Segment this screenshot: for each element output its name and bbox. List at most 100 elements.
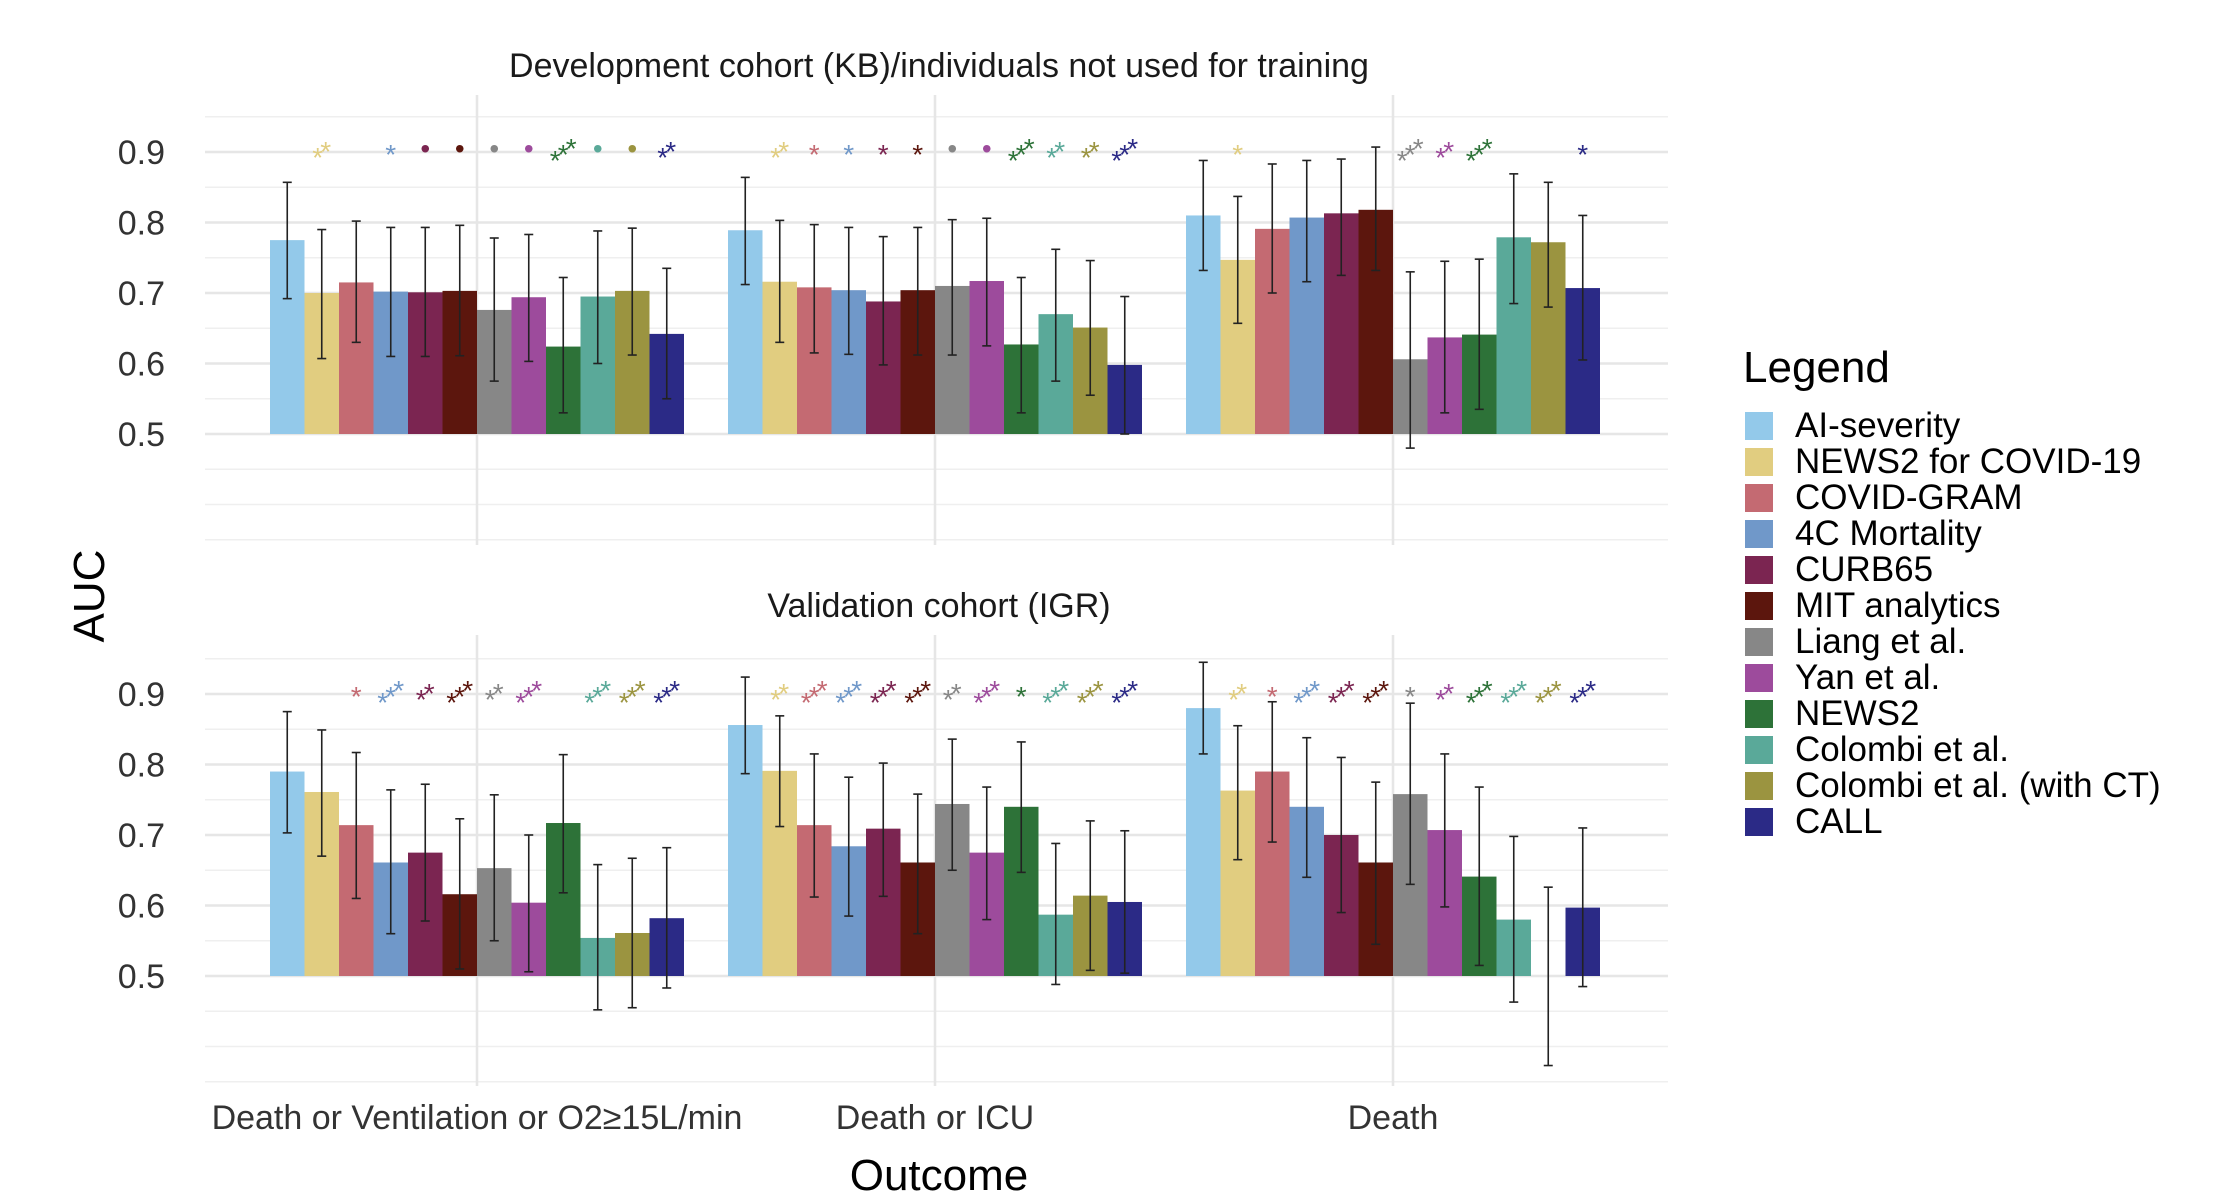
legend-title: Legend [1743,343,1890,392]
significance-mark: * [809,139,820,170]
significance-mark: * [1016,681,1027,712]
legend-label: AI-severity [1795,406,1961,445]
significance-mark: • [420,133,430,164]
significance-mark: *** [1077,675,1104,718]
significance-mark: • [593,133,603,164]
legend-swatch [1745,592,1773,620]
panel-title-development: Development cohort (KB)/individuals not … [509,47,1369,85]
significance-mark: *** [1111,133,1138,176]
x-tick-label: Death [1348,1099,1439,1137]
y-tick-label: 0.7 [118,275,165,313]
significance-mark: *** [973,675,1000,718]
significance-mark: *** [1397,133,1424,176]
significance-mark: ** [1046,136,1065,173]
significance-mark: ** [485,678,504,715]
significance-mark: ** [416,678,435,715]
significance-mark: • [947,133,957,164]
significance-mark: * [1232,139,1243,170]
significance-mark: *** [1293,675,1320,718]
legend-label: 4C Mortality [1795,514,1982,553]
significance-mark: * [878,139,889,170]
legend-label: NEWS2 for COVID-19 [1795,442,2141,481]
significance-mark: *** [1569,675,1596,718]
significance-mark: *** [1328,675,1355,718]
legend-label: NEWS2 [1795,694,1919,733]
significance-mark: *** [550,133,577,176]
legend-swatch [1745,556,1773,584]
legend-swatch [1745,484,1773,512]
legend-label: CURB65 [1795,550,1933,589]
y-axis-title: AUC [65,550,114,643]
significance-mark: * [1267,681,1278,712]
significance-mark: *** [1466,133,1493,176]
significance-mark: *** [1042,675,1069,718]
significance-mark: ** [943,678,962,715]
y-tick-label: 0.7 [118,817,165,855]
significance-mark: ** [770,136,789,173]
legend-swatch [1745,736,1773,764]
significance-mark: * [385,139,396,170]
legend-swatch [1745,628,1773,656]
panel-title-validation: Validation cohort (IGR) [767,587,1110,625]
y-tick-label: 0.6 [118,346,165,384]
significance-mark: ** [1435,136,1454,173]
y-tick-label: 0.9 [118,676,165,714]
significance-mark: • [524,133,534,164]
significance-mark: *** [584,675,611,718]
significance-mark: *** [1111,675,1138,718]
significance-mark: *** [870,675,897,718]
significance-mark: ** [1081,136,1100,173]
legend-label: CALL [1795,802,1883,841]
significance-mark: *** [653,675,680,718]
legend-swatch [1745,520,1773,548]
legend-label: COVID-GRAM [1795,478,2023,517]
significance-mark: * [843,139,854,170]
significance-mark: ** [312,136,331,173]
significance-mark: *** [1535,675,1562,718]
legend-label: Liang et al. [1795,622,1966,661]
significance-mark: ** [657,136,676,173]
significance-mark: * [1405,681,1416,712]
legend-swatch [1745,664,1773,692]
significance-mark: *** [1008,133,1035,176]
legend-swatch [1745,448,1773,476]
legend-label: MIT analytics [1795,586,2001,625]
legend-label: Colombi et al. (with CT) [1795,766,2161,805]
legend-swatch [1745,808,1773,836]
significance-mark: • [455,133,465,164]
y-tick-label: 0.6 [118,888,165,926]
x-tick-label: Death or Ventilation or O2≥15L/min [212,1099,743,1137]
significance-mark: *** [1500,675,1527,718]
significance-mark: *** [446,675,473,718]
legend-swatch [1745,772,1773,800]
significance-mark: *** [904,675,931,718]
significance-mark: • [489,133,499,164]
y-tick-label: 0.9 [118,134,165,172]
significance-mark: ** [770,678,789,715]
significance-mark: * [351,681,362,712]
significance-mark: *** [515,675,542,718]
y-tick-label: 0.8 [118,747,165,785]
significance-mark: ** [1228,678,1247,715]
significance-mark: • [627,133,637,164]
significance-mark: *** [801,675,828,718]
y-tick-label: 0.8 [118,205,165,243]
legend-swatch [1745,700,1773,728]
significance-mark: • [982,133,992,164]
legend-label: Yan et al. [1795,658,1940,697]
significance-mark: * [1577,139,1588,170]
significance-mark: *** [1466,675,1493,718]
y-tick-label: 0.5 [118,416,165,454]
x-tick-label: Death or ICU [836,1099,1034,1137]
legend-label: Colombi et al. [1795,730,2009,769]
significance-mark: *** [1362,675,1389,718]
significance-mark: ** [1435,678,1454,715]
y-tick-label: 0.5 [118,958,165,996]
legend-swatch [1745,412,1773,440]
x-axis-title: Outcome [850,1151,1029,1198]
significance-mark: *** [619,675,646,718]
significance-mark: * [912,139,923,170]
